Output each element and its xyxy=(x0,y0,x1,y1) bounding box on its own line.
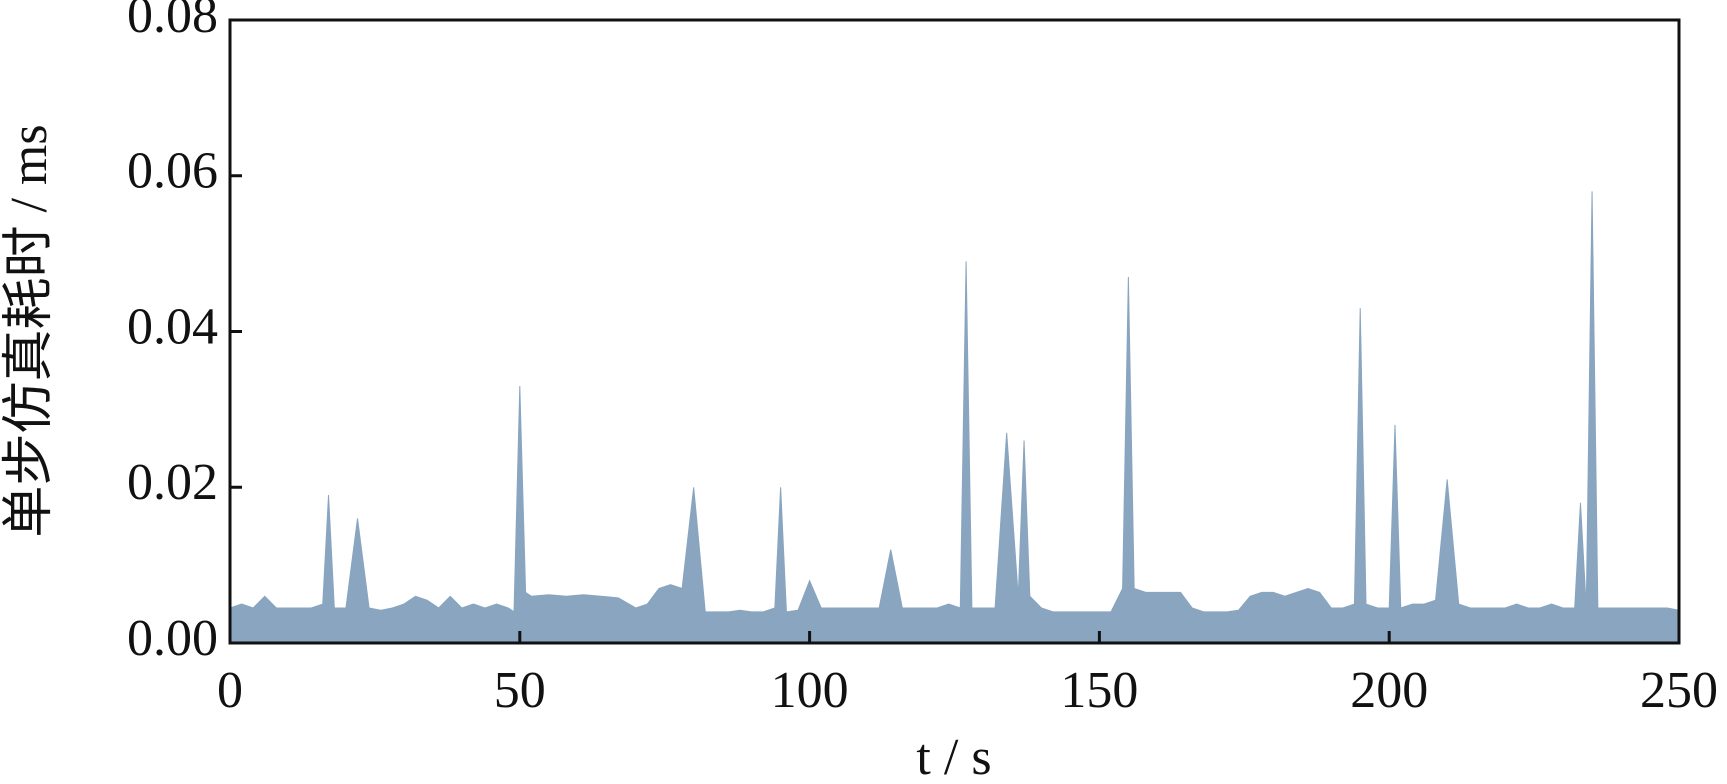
y-tick-label: 0.00 xyxy=(127,610,218,667)
area xyxy=(229,191,1680,644)
x-tick-label: 250 xyxy=(1640,662,1718,719)
x-axis-label: t / s xyxy=(916,729,991,784)
x-tick-label: 100 xyxy=(771,662,849,719)
x-tick-label: 200 xyxy=(1350,662,1428,719)
y-tick-label: 0.02 xyxy=(127,454,218,511)
plot-frame xyxy=(228,18,1681,645)
x-tick-label: 150 xyxy=(1060,662,1138,719)
x-tick-label: 50 xyxy=(494,662,546,719)
x-tick-label: 0 xyxy=(217,662,243,719)
y-tick-label: 0.06 xyxy=(127,143,218,200)
y-axis-label: 单步仿真耗时 / ms xyxy=(1,124,58,537)
y-tick-label: 0.08 xyxy=(127,0,218,44)
y-tick-label: 0.04 xyxy=(127,298,218,355)
